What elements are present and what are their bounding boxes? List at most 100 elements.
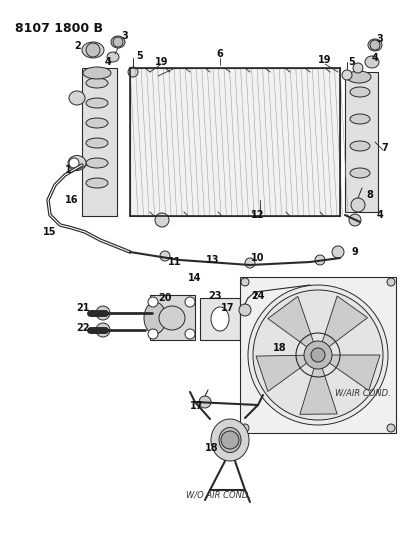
Text: 12: 12 — [251, 210, 265, 220]
Ellipse shape — [86, 118, 108, 128]
Ellipse shape — [86, 78, 108, 88]
Text: 19: 19 — [155, 57, 169, 67]
Ellipse shape — [347, 71, 371, 83]
Circle shape — [239, 304, 251, 316]
Text: 3: 3 — [122, 31, 128, 41]
Ellipse shape — [82, 42, 104, 58]
Text: 13: 13 — [206, 255, 220, 265]
Text: 18: 18 — [205, 443, 219, 453]
Circle shape — [349, 214, 361, 226]
Circle shape — [96, 306, 110, 320]
Ellipse shape — [350, 87, 370, 97]
Circle shape — [253, 290, 383, 420]
Text: 4: 4 — [105, 57, 111, 67]
Ellipse shape — [350, 141, 370, 151]
Text: 7: 7 — [382, 143, 388, 153]
Text: 5: 5 — [349, 57, 356, 67]
Text: 1: 1 — [65, 165, 72, 175]
Text: 6: 6 — [217, 49, 223, 59]
Circle shape — [387, 278, 395, 286]
Ellipse shape — [211, 307, 229, 331]
Text: 8: 8 — [367, 190, 374, 200]
Text: 4: 4 — [372, 53, 379, 63]
Bar — [200, 298, 240, 340]
Text: 18: 18 — [273, 343, 287, 353]
Text: 17: 17 — [190, 401, 204, 411]
Polygon shape — [300, 361, 337, 414]
Text: 2: 2 — [75, 41, 81, 51]
Text: W/O AIR COND.: W/O AIR COND. — [185, 490, 250, 499]
Text: 11: 11 — [168, 257, 182, 267]
Text: 17: 17 — [221, 303, 235, 313]
Circle shape — [185, 329, 195, 339]
Polygon shape — [256, 355, 313, 391]
Text: 21: 21 — [76, 303, 90, 313]
Text: 10: 10 — [251, 253, 265, 263]
Ellipse shape — [219, 427, 241, 453]
Ellipse shape — [86, 98, 108, 108]
Circle shape — [332, 246, 344, 258]
Circle shape — [351, 198, 365, 212]
Text: 23: 23 — [208, 291, 222, 301]
Text: 16: 16 — [65, 195, 79, 205]
Circle shape — [199, 396, 211, 408]
Text: 20: 20 — [158, 293, 172, 303]
Text: 5: 5 — [136, 51, 143, 61]
Circle shape — [86, 43, 100, 57]
Polygon shape — [320, 296, 367, 351]
Ellipse shape — [350, 114, 370, 124]
Ellipse shape — [365, 56, 379, 68]
Circle shape — [160, 251, 170, 261]
Circle shape — [241, 424, 249, 432]
Text: 4: 4 — [376, 210, 383, 220]
Circle shape — [69, 158, 79, 168]
Polygon shape — [268, 296, 316, 351]
Circle shape — [221, 431, 239, 449]
Bar — [240, 277, 396, 433]
Circle shape — [155, 213, 169, 227]
Text: W/AIR COND.: W/AIR COND. — [335, 388, 391, 397]
Ellipse shape — [86, 138, 108, 148]
Ellipse shape — [86, 158, 108, 168]
Circle shape — [387, 424, 395, 432]
Text: 9: 9 — [352, 247, 358, 257]
Circle shape — [148, 297, 158, 307]
Text: 24: 24 — [251, 291, 265, 301]
Ellipse shape — [107, 52, 119, 62]
Circle shape — [304, 341, 332, 369]
Circle shape — [96, 323, 110, 337]
Ellipse shape — [111, 36, 125, 48]
Ellipse shape — [368, 39, 382, 51]
Ellipse shape — [211, 419, 249, 461]
Circle shape — [245, 258, 255, 268]
Circle shape — [241, 278, 249, 286]
Ellipse shape — [86, 178, 108, 188]
Text: 15: 15 — [43, 227, 57, 237]
Ellipse shape — [350, 168, 370, 178]
Ellipse shape — [68, 156, 86, 171]
Text: 14: 14 — [188, 273, 202, 283]
Text: 3: 3 — [376, 34, 383, 44]
Ellipse shape — [83, 67, 111, 79]
Circle shape — [185, 297, 195, 307]
Circle shape — [148, 329, 158, 339]
Ellipse shape — [144, 302, 166, 334]
Circle shape — [311, 348, 325, 362]
Bar — [130, 68, 340, 216]
Ellipse shape — [69, 91, 85, 105]
Circle shape — [128, 67, 138, 77]
Text: 8107 1800 B: 8107 1800 B — [15, 22, 103, 35]
Ellipse shape — [241, 296, 263, 324]
Circle shape — [370, 40, 380, 50]
Text: 22: 22 — [76, 323, 90, 333]
Circle shape — [342, 70, 352, 80]
Ellipse shape — [159, 306, 185, 330]
Circle shape — [353, 63, 363, 73]
Circle shape — [248, 285, 388, 425]
Ellipse shape — [246, 303, 258, 318]
Circle shape — [113, 37, 123, 47]
Polygon shape — [323, 355, 380, 391]
Bar — [82, 68, 117, 216]
Bar — [345, 72, 378, 212]
Text: 19: 19 — [318, 55, 332, 65]
